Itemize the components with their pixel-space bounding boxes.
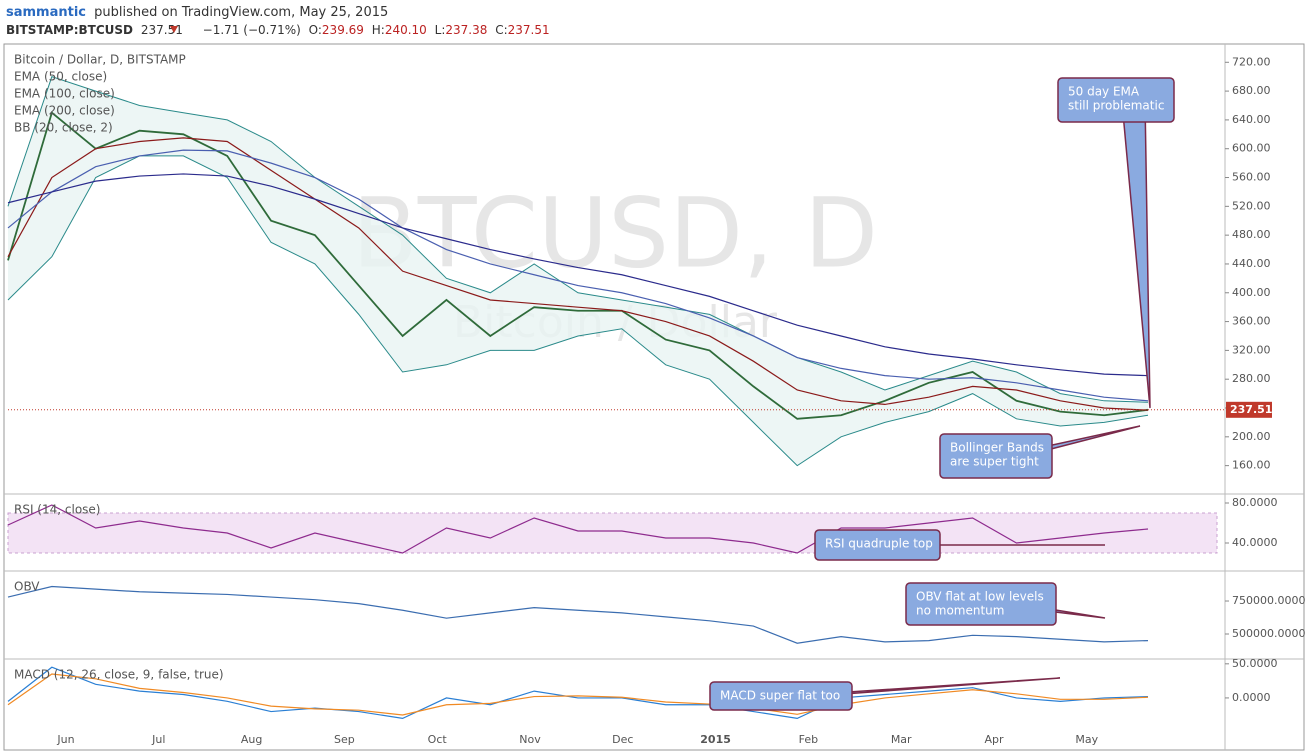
- legend-entry: EMA (200, close): [14, 104, 115, 118]
- callout-box: [939, 433, 1053, 479]
- y-tick-label: 600.00: [1232, 142, 1271, 155]
- x-tick-label: May: [1075, 733, 1098, 746]
- x-tick-label: Oct: [428, 733, 448, 746]
- legend-entry: Bitcoin / Dollar, D, BITSTAMP: [14, 53, 186, 67]
- bb-lower: [7, 155, 1149, 467]
- callout-box: [905, 582, 1057, 626]
- x-tick-label: Nov: [519, 733, 541, 746]
- low: 237.38: [445, 23, 487, 37]
- legend-entry: BB (20, close, 2): [14, 121, 113, 135]
- series-line: [7, 173, 1149, 377]
- y-tick-label: 640.00: [1232, 113, 1271, 126]
- open: 239.69: [322, 23, 364, 37]
- series-line: [7, 137, 1149, 411]
- header: sammantic published on TradingView.com, …: [6, 5, 388, 20]
- y-tick-label: 200.00: [1232, 430, 1271, 443]
- frame: [3, 43, 1305, 751]
- down-arrow: [170, 26, 178, 33]
- price: 237.51: [141, 23, 183, 37]
- callout-text: OBV flat at low levels: [916, 590, 1044, 604]
- callout-text: 50 day EMA: [1068, 85, 1140, 99]
- change: −1.71 (−0.71%): [203, 23, 301, 37]
- y-tick-label: 280.00: [1232, 372, 1271, 385]
- x-tick-label: 2015: [700, 733, 731, 746]
- y-tick-label: 0.0000: [1232, 691, 1271, 704]
- legend-entry: RSI (14, close): [14, 503, 100, 517]
- y-tick-label: 440.00: [1232, 257, 1271, 270]
- y-tick-label: 400.00: [1232, 286, 1271, 299]
- callout-box: [1057, 77, 1175, 123]
- y-tick-label: 520.00: [1232, 199, 1271, 212]
- y-tick-label: 560.00: [1232, 171, 1271, 184]
- x-tick-label: Jun: [56, 733, 74, 746]
- callout-text: are super tight: [950, 455, 1039, 469]
- y-tick-label: 750000.0000: [1232, 594, 1305, 607]
- x-tick-label: Apr: [984, 733, 1004, 746]
- x-tick-label: Mar: [891, 733, 912, 746]
- legend-entry: EMA (50, close): [14, 70, 107, 84]
- callout-box: [814, 529, 941, 561]
- y-tick-label: 480.00: [1232, 228, 1271, 241]
- callout-text: Bollinger Bands: [950, 441, 1044, 455]
- rsi-band: [7, 512, 1218, 554]
- y-tick-label: 80.0000: [1232, 496, 1278, 509]
- y-tick-label: 360.00: [1232, 315, 1271, 328]
- series-line: [7, 666, 1149, 720]
- y-tick-label: 160.00: [1232, 459, 1271, 472]
- published: published on TradingView.com, May 25, 20…: [94, 5, 388, 20]
- user[interactable]: sammantic: [6, 5, 86, 20]
- series-line: [7, 111, 1149, 420]
- x-tick-label: Dec: [612, 733, 633, 746]
- x-tick-label: Feb: [799, 733, 818, 746]
- callout-box: [709, 681, 853, 711]
- y-tick-label: 320.00: [1232, 343, 1271, 356]
- symbol: BITSTAMP:BTCUSD: [6, 23, 133, 37]
- callout-text: no momentum: [916, 604, 1004, 618]
- y-tick-label: 40.0000: [1232, 536, 1278, 549]
- legend-entry: MACD (12, 26, close, 9, false, true): [14, 668, 224, 682]
- x-tick-label: Sep: [334, 733, 355, 746]
- x-tick-label: Aug: [241, 733, 262, 746]
- last-price-box: [1226, 401, 1272, 418]
- bb-fill: [8, 76, 1148, 466]
- callout-text: RSI quadruple top: [825, 537, 933, 551]
- high: 240.10: [385, 23, 427, 37]
- callout-arrow: [1120, 99, 1151, 409]
- y-tick-label: 680.00: [1232, 84, 1271, 97]
- callout-text: MACD super flat too: [720, 689, 840, 703]
- close: 237.51: [508, 23, 550, 37]
- series-line: [7, 149, 1149, 402]
- y-tick-label: 50.0000: [1232, 657, 1278, 670]
- legend-entry: EMA (100, close): [14, 87, 115, 101]
- h-label: H:: [372, 23, 385, 37]
- legend-entry: OBV: [14, 580, 40, 594]
- last-price-label: 237.51: [1230, 403, 1272, 416]
- series-line: [7, 673, 1149, 716]
- o-label: O:: [309, 23, 322, 37]
- callout-text: still problematic: [1068, 99, 1164, 113]
- series-line: [7, 504, 1149, 554]
- quote: BITSTAMP:BTCUSD 237.51 −1.71 (−0.71%) O:…: [6, 23, 550, 37]
- c-label: C:: [495, 23, 507, 37]
- series-line: [7, 585, 1149, 644]
- l-label: L:: [435, 23, 446, 37]
- watermark: BTCUSD, D: [352, 177, 878, 289]
- x-tick-label: Jul: [151, 733, 165, 746]
- bb-upper: [7, 76, 1149, 403]
- y-tick-label: 500000.0000: [1232, 627, 1305, 640]
- y-tick-label: 720.00: [1232, 55, 1271, 68]
